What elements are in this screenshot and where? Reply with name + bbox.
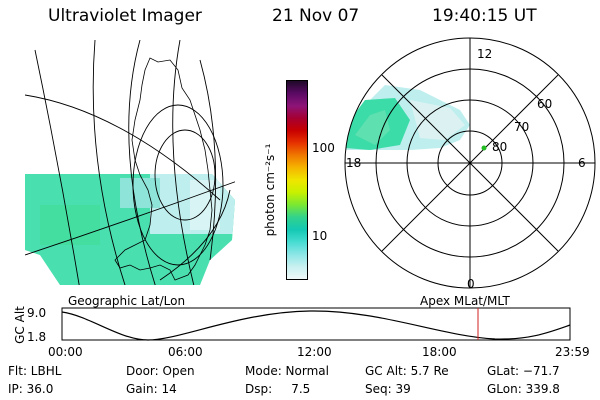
alt-xtick-1800: 18:00 (422, 345, 457, 359)
seq-status: Seq: 39 (365, 382, 411, 396)
alt-xtick-1200: 12:00 (297, 345, 332, 359)
instrument-title: Ultraviolet Imager (48, 6, 202, 26)
alt-xtick-0000: 00:00 (48, 345, 83, 359)
mode-status: Mode: Normal (245, 364, 329, 378)
time-label: 19:40:15 UT (432, 6, 537, 26)
mlat-label-60: 60 (537, 97, 553, 111)
geographic-caption: Geographic Lat/Lon (68, 294, 186, 308)
door-status: Door: Open (126, 364, 195, 378)
mlat-label-80: 80 (492, 140, 508, 154)
alt-ytick-1.8: 1.8 (27, 330, 47, 344)
colorbar-tick-100: 100 (312, 141, 335, 155)
dsp-status: Dsp: 7.5 (245, 382, 311, 396)
mlat-label-70: 70 (514, 120, 530, 134)
glat-status: GLat: −71.7 (487, 364, 560, 378)
alt-ytick-9: 9.0 (27, 306, 47, 320)
colorbar (286, 80, 308, 280)
gc-alt-status: GC Alt: 5.7 Re (365, 364, 449, 378)
date-label: 21 Nov 07 (272, 6, 360, 26)
glon-status: GLon: 339.8 (487, 382, 560, 396)
alt-xtick-2359: 23:59 (555, 345, 590, 359)
mlt-label-6: 6 (578, 156, 586, 170)
alt-xtick-0600: 06:00 (168, 345, 203, 359)
mlt-label-0: 0 (467, 277, 475, 291)
gain-status: Gain: 14 (126, 382, 177, 396)
apex-caption: Apex MLat/MLT (420, 294, 510, 308)
mlt-label-18: 18 (346, 156, 362, 170)
filter-status: Flt: LBHL (8, 364, 62, 378)
colorbar-tick-10: 10 (312, 229, 328, 243)
mlt-label-12: 12 (477, 47, 493, 61)
ip-status: IP: 36.0 (8, 382, 54, 396)
